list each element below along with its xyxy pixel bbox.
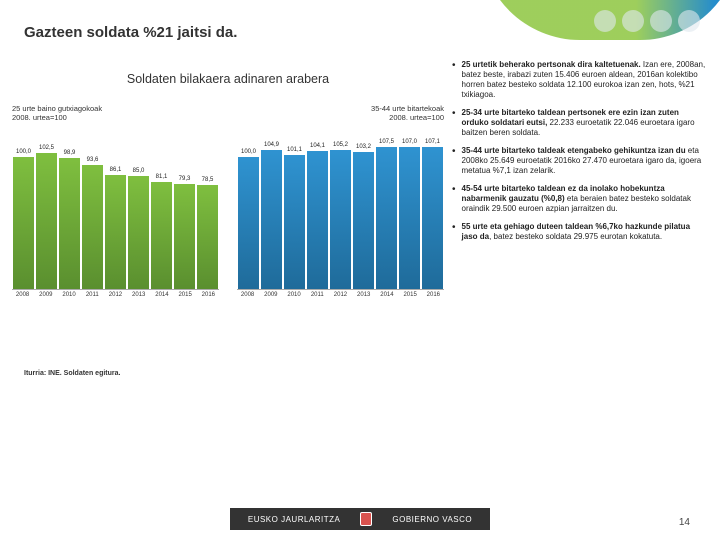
- bar: 93,6: [82, 130, 103, 289]
- shield-icon: [360, 512, 372, 526]
- bar: 86,1: [105, 130, 126, 289]
- bar: 78,5: [197, 130, 218, 289]
- bar: 103,2: [353, 130, 374, 289]
- chart-under25: 25 urte baino gutxiagokoak 2008. urtea=1…: [12, 104, 219, 298]
- bar: 81,1: [151, 130, 172, 289]
- chart2-subtitle: 35-44 urte bitartekoak 2008. urtea=100: [237, 104, 444, 126]
- bar: 104,1: [307, 130, 328, 289]
- bar: 105,2: [330, 130, 351, 289]
- government-badge: EUSKO JAURLARITZA GOBIERNO VASCO: [230, 508, 490, 530]
- bar: 107,5: [376, 130, 397, 289]
- chart1-subtitle: 25 urte baino gutxiagokoak 2008. urtea=1…: [12, 104, 219, 126]
- bullet-item: 25 urtetik beherako pertsonak dira kalte…: [452, 60, 708, 100]
- bullet-list: 25 urtetik beherako pertsonak dira kalte…: [452, 60, 708, 298]
- bullet-item: 45-54 urte bitarteko taldean ez da inola…: [452, 184, 708, 214]
- bar: 101,1: [284, 130, 305, 289]
- bar: 79,3: [174, 130, 195, 289]
- page-number: 14: [679, 517, 690, 528]
- chart-35to44: 35-44 urte bitartekoak 2008. urtea=100 1…: [237, 104, 444, 298]
- bar: 100,0: [13, 130, 34, 289]
- chart-section-title: Soldaten bilakaera adinaren arabera: [12, 72, 444, 86]
- bar: 98,9: [59, 130, 80, 289]
- bar: 107,1: [422, 130, 443, 289]
- bullet-item: 25-34 urte bitarteko taldean pertsonek e…: [452, 108, 708, 138]
- gov-left-label: EUSKO JAURLARITZA: [248, 515, 341, 524]
- bullet-item: 55 urte eta gehiago duteen taldean %6,7k…: [452, 222, 708, 242]
- bar: 85,0: [128, 130, 149, 289]
- bar: 102,5: [36, 130, 57, 289]
- bullet-item: 35-44 urte bitarteko taldeak etengabeko …: [452, 146, 708, 176]
- gov-right-label: GOBIERNO VASCO: [392, 515, 472, 524]
- page-title: Gazteen soldata %21 jaitsi da.: [24, 24, 237, 41]
- bar: 104,9: [261, 130, 282, 289]
- source-citation: Iturria: INE. Soldaten egitura.: [24, 370, 120, 377]
- bar: 100,0: [238, 130, 259, 289]
- bar: 107,0: [399, 130, 420, 289]
